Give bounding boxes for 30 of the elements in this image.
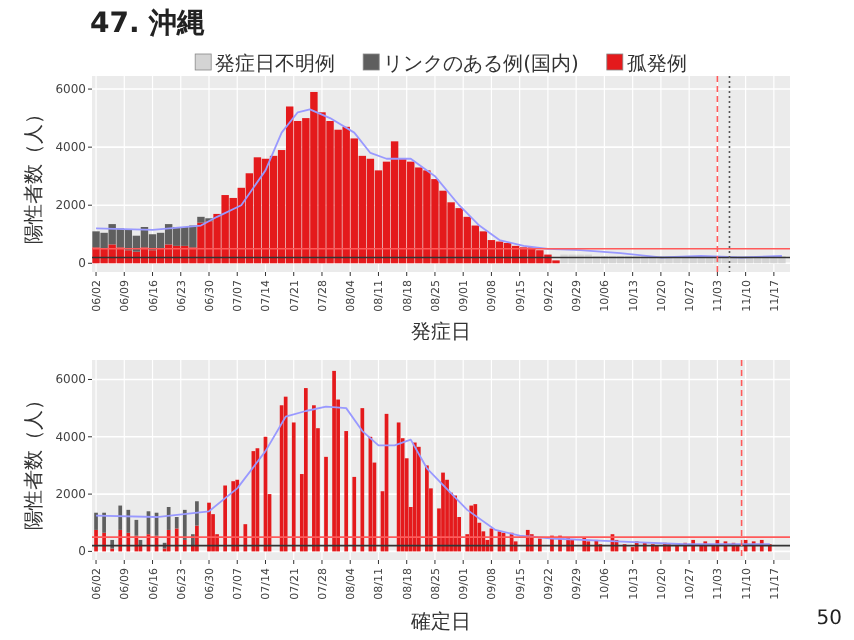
bar [407,161,415,264]
bar [455,208,463,264]
bar [415,167,423,264]
legend-label: 発症日不明例 [215,52,336,76]
line-series [95,108,783,259]
x-axis-title: 確定日 [409,610,471,634]
bar [310,91,318,264]
bar [423,170,431,264]
bar [390,141,399,264]
bar [181,226,189,246]
bar [342,126,350,264]
bar [269,155,278,264]
bar [100,232,108,249]
bar [366,158,375,264]
bar [189,225,197,248]
text: 50 [816,608,842,630]
bar [334,129,342,264]
bar [197,216,205,223]
x-axis-title: 発症日 [411,320,471,344]
bar [108,224,116,245]
bar [536,250,544,264]
bar [92,231,100,248]
legend-label: 孤発例 [626,52,687,76]
chart-title: 47. 沖縄 [90,8,206,40]
y-axis-title: 陽性者数（人） [22,104,46,244]
legend-label: リンクのある例(国内) [383,52,579,76]
bar [285,106,294,264]
line-series [95,405,771,546]
y-axis-title: 陽性者数（人） [22,390,46,530]
bar [221,195,229,264]
